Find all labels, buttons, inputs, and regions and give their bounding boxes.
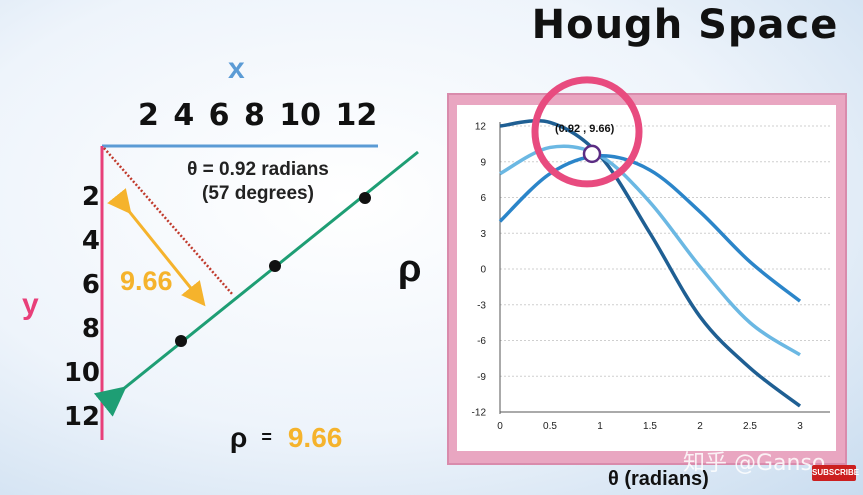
rho-symbol: ρ xyxy=(230,422,248,453)
x-axis-ticks: 2 4 6 8 10 12 xyxy=(138,98,377,133)
page-title: Hough Space xyxy=(531,2,839,48)
x-tick-label: 2 xyxy=(697,421,703,432)
sinusoid-curve-2 xyxy=(499,144,801,357)
y-tick-label: -3 xyxy=(477,300,486,311)
x-tick-label: 1.5 xyxy=(643,421,657,432)
x-tick: 12 xyxy=(335,98,378,133)
theta-axis-label: θ (radians) xyxy=(608,468,709,490)
x-axis-label: x xyxy=(228,52,245,85)
intersection-label: (0.92 , 9.66) xyxy=(555,123,615,135)
theta-radians: θ = 0.92 radians xyxy=(187,159,329,180)
y-tick: 4 xyxy=(81,226,100,256)
x-tick: 6 xyxy=(208,98,230,133)
y-tick-label: 12 xyxy=(475,122,487,133)
y-tick: 8 xyxy=(81,314,100,344)
rho-axis-symbol: ρ xyxy=(398,248,422,290)
y-tick-label: -12 xyxy=(472,408,487,419)
x-tick-label: 0.5 xyxy=(543,421,557,432)
y-tick: 2 xyxy=(81,182,100,212)
distance-label: 9.66 xyxy=(120,266,173,296)
equals-sign: = xyxy=(261,427,272,447)
watermark: 知乎 @Ganso xyxy=(683,451,826,476)
subscribe-button[interactable]: SUBSCRIBE xyxy=(812,465,859,481)
rho-value: 9.66 xyxy=(287,422,343,453)
y-tick-label: 6 xyxy=(480,193,486,204)
y-tick-label: 3 xyxy=(480,229,486,240)
distance-arrow xyxy=(107,188,206,307)
x-tick-label: 0 xyxy=(497,421,503,432)
rho-equation: ρ = 9.66 xyxy=(230,422,342,454)
y-tick-label: 0 xyxy=(480,265,486,276)
y-axis-ticks: 2 4 6 8 10 12 xyxy=(60,175,100,439)
sinusoid-curve-3 xyxy=(498,154,802,303)
theta-degrees: (57 degrees) xyxy=(202,183,314,204)
edge-point xyxy=(175,335,187,347)
edge-point xyxy=(359,192,371,204)
theta-annotation: θ = 0.92 radians (57 degrees) xyxy=(148,158,368,206)
intersection-highlight-ring xyxy=(531,76,643,188)
y-tick: 10 xyxy=(63,358,100,388)
x-tick-label: 1 xyxy=(597,421,603,432)
y-axis-label: y xyxy=(22,288,39,321)
intersection-point xyxy=(582,144,602,164)
x-tick-label: 2.5 xyxy=(743,421,757,432)
y-tick-label: -6 xyxy=(477,336,486,347)
edge-point xyxy=(269,260,281,272)
x-tick: 10 xyxy=(279,98,322,133)
y-tick-label: 9 xyxy=(480,157,486,168)
x-tick: 8 xyxy=(243,98,265,133)
detected-line xyxy=(93,150,419,417)
x-tick-label: 3 xyxy=(797,421,803,432)
x-tick: 2 xyxy=(138,98,159,133)
y-tick-label: -9 xyxy=(477,372,486,383)
y-tick: 6 xyxy=(81,270,100,300)
x-tick: 4 xyxy=(173,98,195,133)
sinusoid-curve-1 xyxy=(499,119,802,408)
